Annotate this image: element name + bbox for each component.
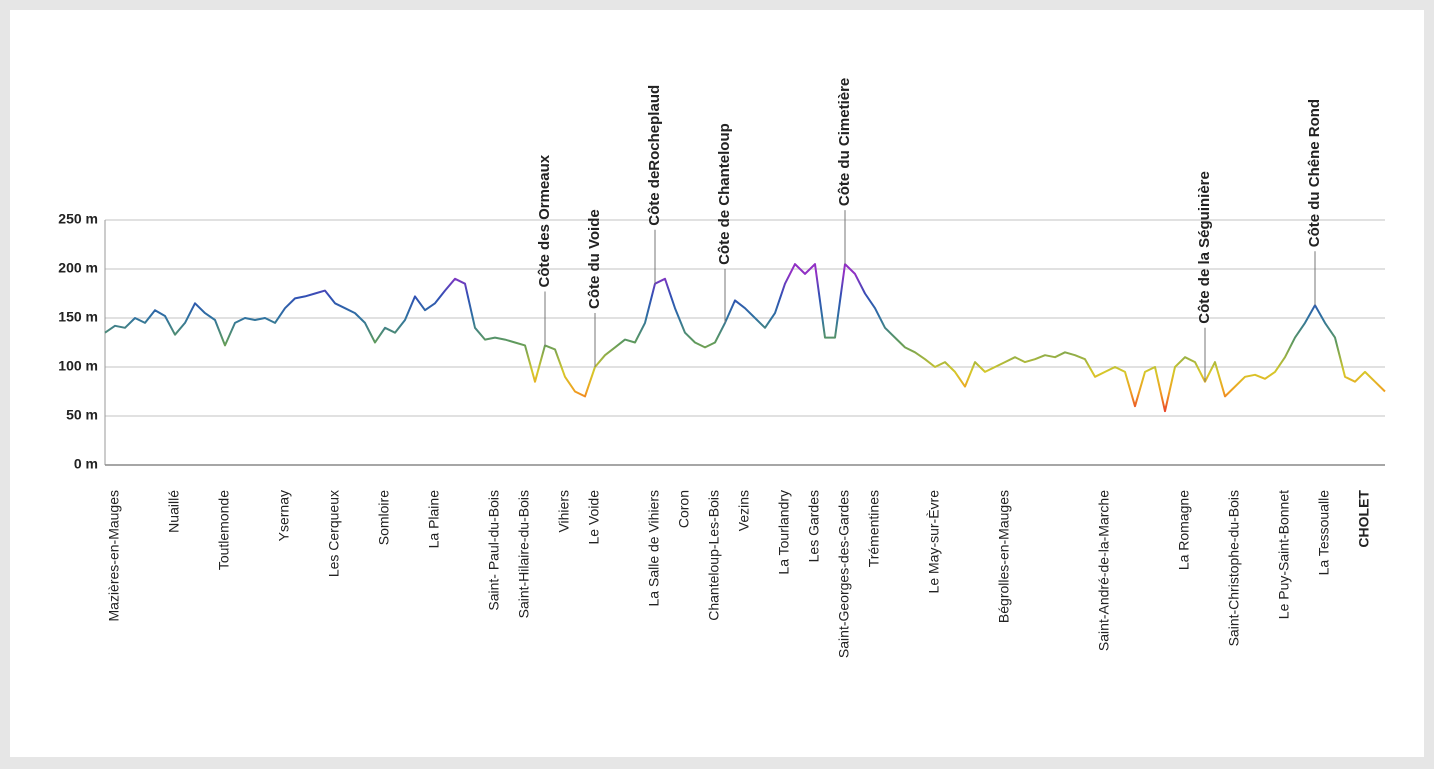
x-tick-label: Le Voide [586, 490, 602, 545]
x-tick-label: Coron [676, 490, 692, 528]
x-tick-label: Vezins [736, 490, 752, 531]
x-tick-label: Bégrolles-en-Mauges [996, 490, 1012, 623]
x-tick-label: Saint-André-de-la-Marche [1096, 490, 1112, 651]
y-tick-label: 50 m [66, 407, 98, 423]
peak-label: Côte de la Séguinière [1196, 171, 1213, 324]
x-tick-label: La Romagne [1176, 490, 1192, 570]
panel [10, 10, 1424, 757]
x-tick-label: Saint-Hilaire-du-Bois [516, 490, 532, 618]
peak-label: Côte des Ormeaux [536, 154, 553, 287]
y-tick-label: 100 m [58, 358, 98, 374]
x-tick-label: Les Cerqueux [326, 490, 342, 577]
y-tick-label: 250 m [58, 211, 98, 227]
y-tick-label: 150 m [58, 309, 98, 325]
x-tick-label: Somloire [376, 490, 392, 545]
x-tick-label: Toutlemonde [216, 490, 232, 570]
peak-label: Côte du Chêne Rond [1306, 99, 1323, 247]
x-tick-label: La Salle de Vihiers [646, 490, 662, 606]
x-tick-label: La Tourlandry [776, 490, 792, 575]
x-tick-label: Saint- Paul-du-Bois [486, 490, 502, 611]
x-tick-label: Nuaillé [166, 490, 182, 533]
x-tick-label: Saint-Christophe-du-Bois [1226, 490, 1242, 646]
x-tick-label: Trémentines [866, 490, 882, 567]
x-tick-label: Ysernay [276, 490, 292, 541]
x-tick-label: Vihiers [556, 490, 572, 533]
x-tick-label: Le Puy-Saint-Bonnet [1276, 490, 1292, 619]
x-tick-label: CHOLET [1356, 490, 1372, 548]
x-tick-label: La Tessoualle [1316, 490, 1332, 576]
peak-label: Côte du Voide [586, 209, 603, 309]
x-tick-label: La Plaine [426, 490, 442, 549]
x-tick-label: Chanteloup-Les-Bois [706, 490, 722, 621]
peak-label: Côte de Chanteloup [716, 123, 733, 265]
x-tick-label: Saint-Georges-des-Gardes [836, 490, 852, 658]
x-tick-label: Mazières-en-Mauges [106, 490, 122, 622]
y-tick-label: 0 m [74, 456, 98, 472]
x-tick-label: Les Gardes [806, 490, 822, 562]
y-tick-label: 200 m [58, 260, 98, 276]
x-tick-label: Le May-sur-Èvre [926, 490, 942, 594]
peak-label: Côte du Cimetière [836, 78, 853, 206]
elevation-line [104, 263, 1386, 413]
peak-label: Côte deRocheplaud [646, 85, 663, 226]
